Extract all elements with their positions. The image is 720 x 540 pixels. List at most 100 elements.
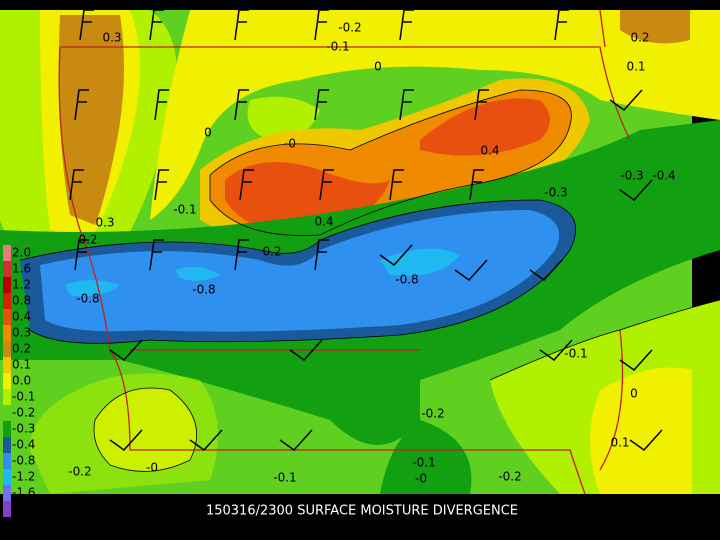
- wind-barb: [154, 169, 169, 201]
- wind-barb: [109, 429, 143, 451]
- contour-label: -0.2: [338, 21, 361, 35]
- legend-swatch: [3, 469, 11, 485]
- contour-label: 0: [374, 60, 382, 74]
- legend-label: -1.2: [12, 470, 35, 484]
- legend-swatch: [3, 373, 11, 389]
- legend-swatch: [3, 277, 11, 293]
- legend-swatch: [3, 309, 11, 325]
- contour-label: 0.3: [95, 216, 114, 230]
- contour-label: 0.2: [262, 245, 281, 259]
- legend-swatch: [3, 293, 11, 309]
- wind-barb: [74, 89, 89, 121]
- wind-barb: [399, 89, 414, 121]
- legend-label: 0.8: [12, 294, 31, 308]
- wind-barb: [314, 239, 329, 271]
- contour-label: -0.1: [173, 203, 196, 217]
- wind-barb: [469, 169, 484, 201]
- wind-barb: [314, 89, 329, 121]
- wind-barb: [234, 89, 249, 121]
- wind-barb: [619, 179, 653, 201]
- contour-label: 0: [630, 387, 638, 401]
- wind-barb: [554, 9, 569, 41]
- map-title: 150316/2300 SURFACE MOISTURE DIVERGENCE: [206, 504, 518, 519]
- wind-barb: [109, 339, 143, 361]
- legend: 2.0 1.6 1.2 0.8 0.4 0.3 0.2 0.1 0.0 -0.1 -0.2 -0.3 -…: [3, 245, 35, 517]
- contour-lines: [19, 89, 720, 472]
- contour-label: 0.2: [630, 31, 649, 45]
- wind-barb: [74, 239, 89, 271]
- legend-label: -2: [12, 502, 24, 516]
- contour-label: -0: [284, 137, 296, 151]
- legend-swatch: [3, 341, 11, 357]
- contour-label: -0.8: [395, 273, 418, 287]
- legend-label: 0.1: [12, 358, 31, 372]
- wind-barb: [314, 9, 329, 41]
- contour-label: 0.1: [626, 60, 645, 74]
- wind-barb: [389, 169, 404, 201]
- contour-label: -0: [415, 472, 427, 486]
- wind-barb: [279, 429, 313, 451]
- contour-label: -0.1: [564, 347, 587, 361]
- contour-label: 0: [204, 126, 212, 140]
- contour-label: 0.4: [480, 144, 499, 158]
- contour-label: -0.2: [498, 470, 521, 484]
- legend-label: 0.0: [12, 374, 31, 388]
- wind-barb: [289, 339, 323, 361]
- legend-label: 0.2: [12, 342, 31, 356]
- contour-label: -0.3: [620, 169, 643, 183]
- wind-barb: [529, 259, 563, 281]
- legend-label: 1.2: [12, 278, 31, 292]
- contour-label: -0.1: [273, 471, 296, 485]
- contour-label: 0.1: [610, 436, 629, 450]
- contour-label: -0.2: [68, 465, 91, 479]
- contour-label: -0.8: [192, 283, 215, 297]
- wind-barb: [234, 9, 249, 41]
- wind-barb: [379, 244, 413, 266]
- legend-swatch: [3, 261, 11, 277]
- contour-label: -0.1: [412, 456, 435, 470]
- contour-label: -0.8: [76, 292, 99, 306]
- legend-label: -0.3: [12, 422, 35, 436]
- legend-label: 1.6: [12, 262, 31, 276]
- legend-swatch: [3, 437, 11, 453]
- field: [0, 10, 720, 494]
- contour-label: -0.3: [544, 186, 567, 200]
- legend-label: -1.6: [12, 486, 35, 500]
- state-borders: [58, 9, 631, 495]
- legend-swatch: [3, 501, 11, 517]
- contour-label: -0.2: [421, 407, 444, 421]
- wind-barb: [319, 169, 334, 201]
- wind-barb: [619, 349, 653, 371]
- wind-barb: [189, 429, 223, 451]
- wind-barb: [629, 429, 663, 451]
- wind-barb: [539, 339, 573, 361]
- wind-barb: [149, 239, 164, 271]
- legend-label: -0.8: [12, 454, 35, 468]
- wind-barb: [474, 89, 489, 121]
- wind-barb: [234, 239, 249, 271]
- legend-label: 0.3: [12, 326, 31, 340]
- contour-label: -0.1: [326, 40, 349, 54]
- wind-barb: [149, 9, 164, 41]
- wind-barb: [609, 89, 643, 111]
- wind-barb: [154, 89, 169, 121]
- legend-label: 2.0: [12, 246, 31, 260]
- legend-swatch: [3, 357, 11, 373]
- legend-swatch: [3, 245, 11, 261]
- wind-barbs: [69, 9, 663, 451]
- legend-label: 0.4: [12, 310, 31, 324]
- contour-label: -0: [146, 461, 158, 475]
- wind-barb: [454, 259, 488, 281]
- legend-label: -0.2: [12, 406, 35, 420]
- contour-labels: 0.3 -0.2 -0.1 0 0.2 0.1 0 -0 0.4 -0.3 -0.4 -0.1 0.3 0…: [68, 21, 675, 486]
- contour-label: 0.2: [78, 233, 97, 247]
- legend-swatch: [3, 421, 11, 437]
- contour-label: -0.4: [652, 169, 675, 183]
- contour-label: 0.4: [314, 215, 333, 229]
- legend-swatch: [3, 485, 11, 501]
- legend-label: -0.4: [12, 438, 35, 452]
- contour-label: 0.3: [102, 31, 121, 45]
- wind-barb: [399, 9, 414, 41]
